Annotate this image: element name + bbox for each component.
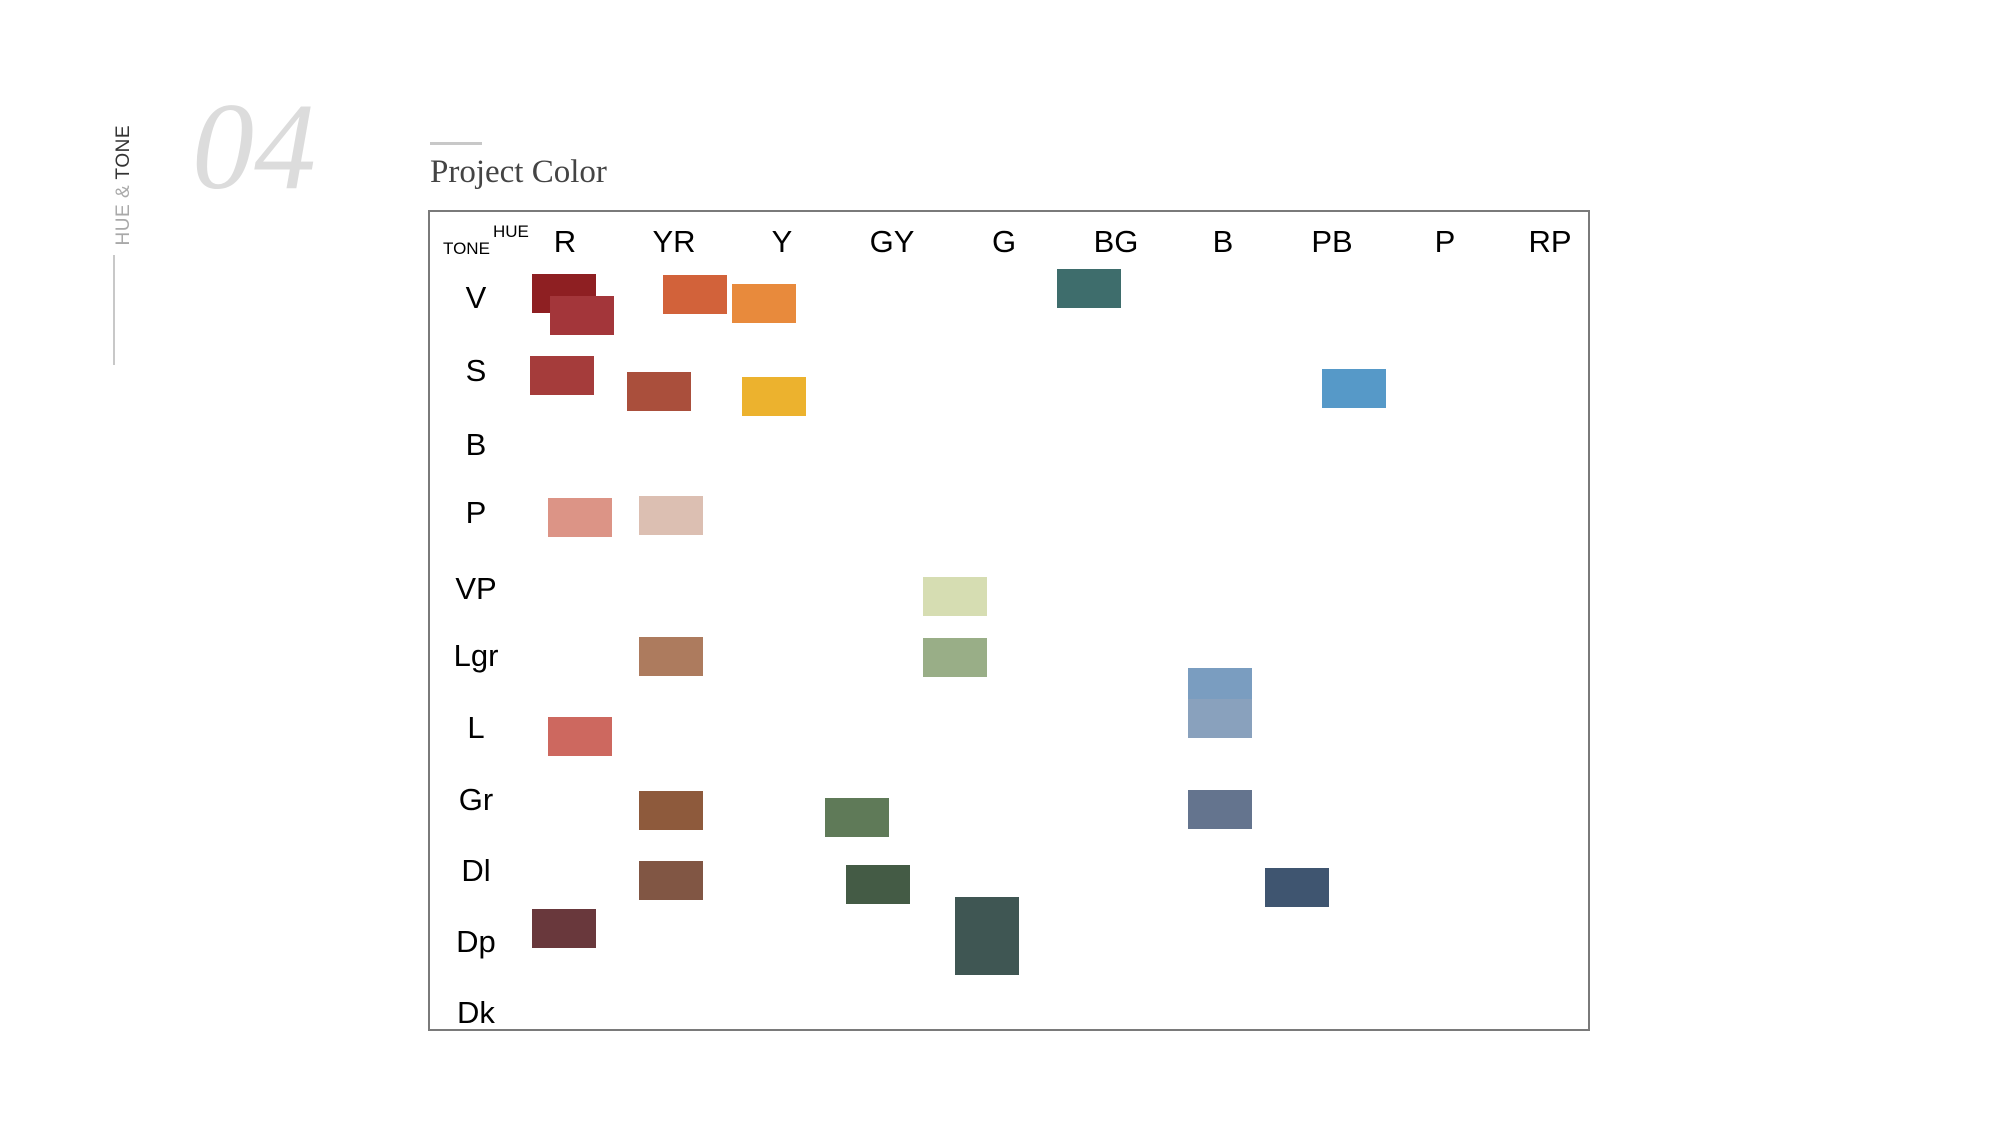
- swatch-gy-gr: [825, 798, 889, 837]
- swatch-g-vp: [923, 577, 987, 616]
- swatch-yr-v: [663, 275, 727, 314]
- corner-hue-label: HUE: [493, 222, 529, 241]
- swatch-r-v: [550, 296, 614, 335]
- hue-header-gy: GY: [870, 224, 915, 259]
- swatch-b-gr: [1188, 790, 1252, 829]
- swatch-yr-dl: [639, 861, 703, 900]
- hue-header-pb: PB: [1311, 224, 1352, 259]
- swatch-r-l: [548, 717, 612, 756]
- swatch-g-dp: [955, 897, 1019, 975]
- page-title: Project Color: [430, 154, 607, 190]
- tone-label-b: B: [466, 427, 487, 462]
- hue-header-g: G: [992, 224, 1016, 259]
- tone-label-dl: Dl: [461, 853, 490, 888]
- swatch-b-dl: [1265, 868, 1329, 907]
- swatch-y-v: [732, 284, 796, 323]
- tone-label-s: S: [466, 353, 487, 388]
- hue-tone-side-label: HUE & TONE: [113, 125, 135, 245]
- hue-header-r: R: [554, 224, 576, 259]
- title-rule: [430, 142, 482, 145]
- swatch-r-s: [530, 356, 594, 395]
- corner-tone-label: TONE: [443, 239, 490, 258]
- swatch-yr-lgr: [639, 637, 703, 676]
- tone-label-p: P: [466, 495, 487, 530]
- side-divider: [113, 255, 115, 365]
- hue-header-rp: RP: [1528, 224, 1571, 259]
- tone-label-v: V: [466, 280, 487, 315]
- tone-label-lgr: Lgr: [454, 638, 499, 673]
- tone-label-vp: VP: [455, 571, 496, 606]
- swatch-r-p: [548, 498, 612, 537]
- hue-header-y: Y: [772, 224, 793, 259]
- tone-label-gr: Gr: [459, 782, 493, 817]
- swatch-gy-dl: [846, 865, 910, 904]
- swatch-b-l: [1188, 699, 1252, 738]
- side-label-tone: TONE: [113, 125, 134, 180]
- hue-header-p: P: [1435, 224, 1456, 259]
- hue-header-b: B: [1213, 224, 1234, 259]
- swatch-yr-gr: [639, 791, 703, 830]
- section-number: 04: [192, 78, 316, 215]
- side-label-hue: HUE &: [113, 184, 134, 246]
- hue-header-bg: BG: [1094, 224, 1139, 259]
- hue-header-yr: YR: [652, 224, 695, 259]
- tone-label-l: L: [467, 710, 484, 745]
- swatch-pb-s: [1322, 369, 1386, 408]
- swatch-yr-p: [639, 496, 703, 535]
- swatch-r-dp: [532, 909, 596, 948]
- swatch-g-lgr: [923, 638, 987, 677]
- swatch-y-s: [742, 377, 806, 416]
- swatch-yr-s: [627, 372, 691, 411]
- tone-label-dk: Dk: [457, 995, 495, 1030]
- tone-label-dp: Dp: [456, 924, 496, 959]
- swatch-bg-v: [1057, 269, 1121, 308]
- hue-tone-chart: HUE TONE R YR Y GY G BG B PB P RP V S B P VP Lgr L Gr Dl Dp Dk: [428, 210, 1590, 1031]
